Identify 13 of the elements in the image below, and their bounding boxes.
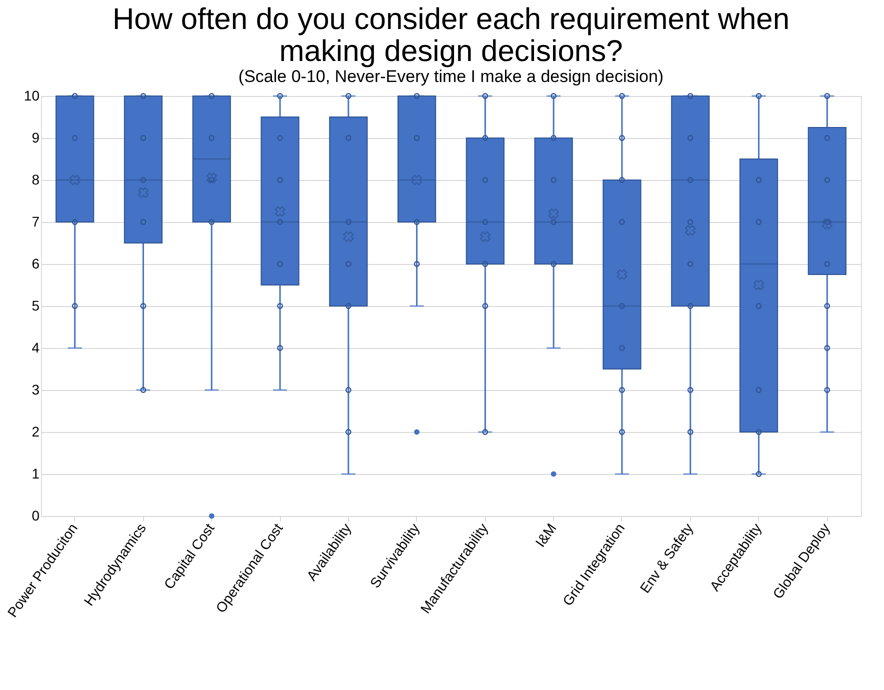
- y-tick-label: 2: [32, 424, 40, 440]
- y-tick-label: 10: [24, 88, 40, 104]
- y-tick-label: 5: [32, 298, 40, 314]
- y-tick-label: 4: [32, 340, 40, 356]
- y-tick-label: 9: [32, 130, 40, 146]
- y-tick-label: 7: [32, 214, 40, 230]
- y-tick-label: 1: [32, 466, 40, 482]
- y-tick-label: 8: [32, 172, 40, 188]
- y-tick-label: 6: [32, 256, 40, 272]
- y-tick-label: 3: [32, 382, 40, 398]
- chart-subtitle: (Scale 0-10, Never-Every time I make a design decision): [238, 67, 664, 86]
- chart-title: How often do you consider each requirement when making design decisions?: [112, 3, 790, 68]
- y-tick-label: 0: [32, 508, 40, 524]
